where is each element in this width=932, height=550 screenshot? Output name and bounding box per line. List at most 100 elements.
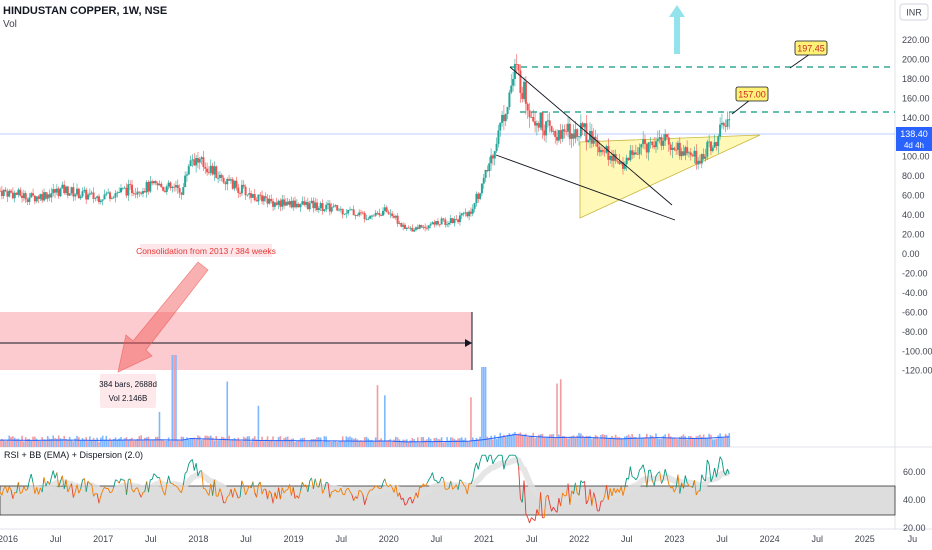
- volume-bar: [347, 437, 349, 447]
- candle-body: [22, 193, 25, 198]
- candle-body: [372, 215, 375, 217]
- rsi-segment: [598, 501, 602, 512]
- trendline-upper[interactable]: [509, 66, 673, 206]
- candle-body: [383, 207, 386, 211]
- volume-bar: [537, 434, 540, 447]
- candle-body: [576, 129, 579, 137]
- volume-bar: [312, 439, 315, 447]
- volume-bar: [118, 438, 120, 447]
- rsi-segment: [684, 475, 688, 483]
- rsi-segment: [320, 478, 323, 494]
- candle-body: [376, 212, 379, 214]
- current-price-countdown: 4d 4h: [904, 141, 924, 150]
- volume-bar: [17, 438, 20, 447]
- candle-body: [682, 151, 685, 156]
- volume-bar: [477, 439, 480, 447]
- rsi-segment: [359, 489, 362, 492]
- candle-body: [462, 213, 465, 215]
- candle-body: [88, 193, 91, 195]
- rsi-segment: [137, 487, 140, 494]
- price-axis[interactable]: 220.00200.00180.00160.00140.00120.00100.…: [902, 35, 932, 376]
- candle-body: [411, 227, 414, 232]
- volume-bar: [153, 439, 155, 447]
- volume-bar: [8, 435, 11, 447]
- rsi-segment: [16, 482, 19, 493]
- rsi-segment: [527, 517, 530, 524]
- volume-bar: [45, 439, 47, 447]
- candle-body: [173, 186, 176, 188]
- volume-bar: [523, 434, 525, 447]
- symbol-title[interactable]: HINDUSTAN COPPER, 1W, NSE: [3, 5, 168, 17]
- consolidation-note-box[interactable]: [140, 244, 272, 257]
- rsi-segment: [494, 457, 497, 461]
- volume-bar: [567, 438, 569, 447]
- volume-bar: [299, 438, 302, 447]
- volume-bar: [142, 440, 144, 447]
- candle-body: [711, 147, 714, 152]
- volume-bar: [393, 439, 395, 447]
- up-arrow-icon[interactable]: [669, 5, 685, 54]
- candle-body: [112, 197, 115, 199]
- candle-body: [222, 177, 225, 183]
- rsi-segment: [138, 492, 142, 498]
- rsi-segment: [155, 475, 158, 479]
- volume-bar: [415, 441, 417, 447]
- candle-body: [92, 192, 95, 199]
- rsi-segment: [115, 479, 118, 482]
- rsi-segment: [613, 487, 617, 494]
- ascending-triangle[interactable]: [579, 134, 761, 219]
- volume-bar: [83, 439, 86, 447]
- time-axis[interactable]: 2016 Jul 2017 Jul 2018 Jul 2019 Jul 2020 Jul 2021 J…: [0, 534, 917, 544]
- rsi-axis[interactable]: 60.00 40.00 20.00: [903, 467, 926, 533]
- volume-legend[interactable]: Vol: [3, 19, 17, 30]
- volume-bar: [59, 438, 62, 447]
- target-label-157-box[interactable]: [735, 86, 769, 102]
- volume-bar: [34, 436, 36, 447]
- candle-body: [54, 189, 57, 193]
- main-pane[interactable]: [0, 0, 895, 447]
- rsi-segment: [349, 491, 353, 495]
- time-axis-label: 2016: [0, 534, 18, 544]
- chart-header: HINDUSTAN COPPER, 1W, NSE Vol: [3, 4, 167, 32]
- rsi-segment: [514, 454, 518, 458]
- rsi-segment: [635, 477, 639, 481]
- currency-badge[interactable]: [899, 3, 929, 21]
- candle-body: [559, 130, 562, 139]
- candle-body: [702, 154, 705, 159]
- volume-bar: [556, 383, 558, 447]
- candle-body: [543, 130, 546, 136]
- volume-bar: [510, 435, 513, 447]
- time-axis-label: 2021: [474, 534, 494, 544]
- candle-body: [603, 151, 606, 153]
- trendline-lower[interactable]: [495, 154, 676, 221]
- volume-bar: [272, 436, 274, 447]
- consolidation-range-box[interactable]: [0, 312, 472, 370]
- rsi-segment: [307, 480, 311, 493]
- candle-body: [119, 188, 122, 193]
- volume-bar: [226, 381, 229, 447]
- target-label-197-box[interactable]: [794, 40, 828, 56]
- candle-body: [140, 192, 143, 194]
- rsi-segment: [292, 487, 296, 499]
- candle-body: [248, 193, 251, 195]
- volume-bar: [131, 437, 133, 447]
- rsi-segment: [716, 466, 719, 478]
- candle-body: [499, 122, 502, 131]
- candle-body: [343, 213, 346, 215]
- rsi-segment: [25, 488, 28, 491]
- rsi-segment: [326, 481, 329, 484]
- candle-body: [414, 227, 417, 230]
- rsi-segment: [538, 492, 542, 516]
- candle-body: [121, 187, 124, 189]
- candle-body: [565, 131, 568, 133]
- volume-bar: [640, 438, 643, 447]
- volume-bar: [534, 438, 536, 447]
- rsi-segment: [644, 472, 648, 488]
- volume-bar: [569, 436, 571, 447]
- volume-bar: [580, 433, 582, 447]
- rsi-segment: [417, 486, 421, 498]
- rsi-segment: [543, 496, 547, 518]
- volume-bar: [147, 436, 150, 447]
- volume-bar: [270, 439, 273, 447]
